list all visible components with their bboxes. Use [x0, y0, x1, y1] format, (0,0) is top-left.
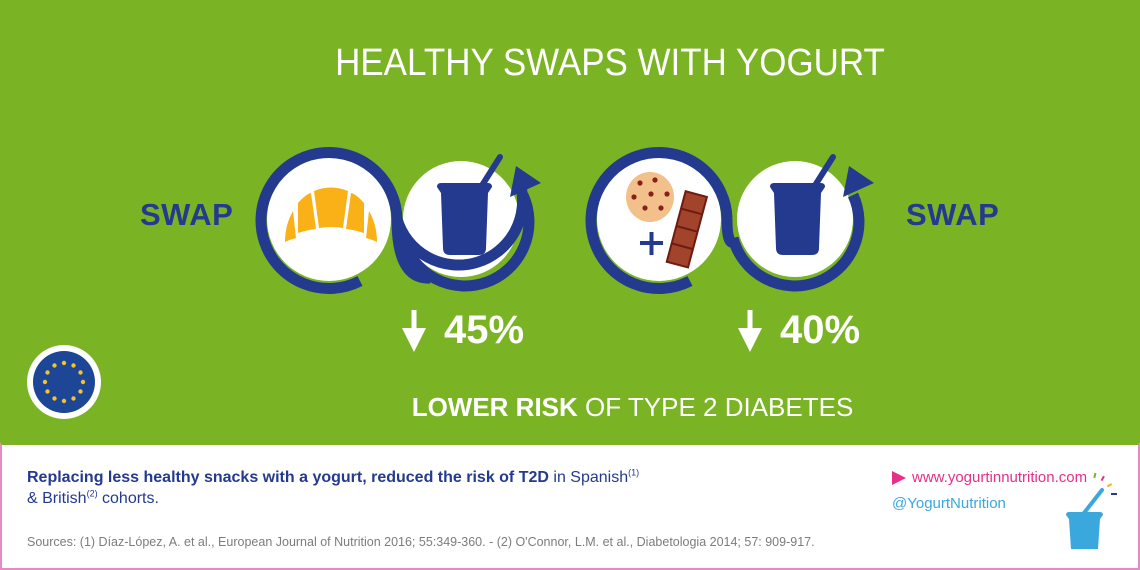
twitter-handle[interactable]: @YogurtNutrition: [892, 495, 1006, 512]
risk-reduction-value: 45%: [444, 308, 525, 352]
down-arrow-icon: [402, 309, 426, 352]
risk-reduction-right: 40%: [738, 308, 860, 353]
yogurt-cup-icon: [437, 154, 503, 255]
swap-pair-1: [255, 147, 541, 294]
summary-bold: Replacing less healthy snacks with a yog…: [27, 469, 549, 486]
footnote-ref-2: (2): [86, 488, 98, 499]
chocolate-bar-icon: [665, 190, 709, 269]
footer-panel: Replacing less healthy snacks with a yog…: [0, 442, 1140, 570]
website-url: www.yogurtinnutrition.com: [912, 469, 1088, 486]
cycle-arrowhead-icon: [843, 166, 874, 197]
croissant-icon: [285, 187, 377, 242]
cookie-icon: [626, 172, 674, 222]
page-title: HEALTHY SWAPS WITH YOGURT: [335, 42, 885, 84]
yogurt-cup-icon: [770, 154, 836, 255]
hero-banner: HEALTHY SWAPS WITH YOGURT SWAP SWAP: [0, 0, 1140, 442]
sources-citation: Sources: (1) Díaz-López, A. et al., Euro…: [27, 535, 815, 549]
swap-pair-2: [585, 147, 874, 294]
summary-end: cohorts.: [97, 490, 159, 507]
risk-reduction-left: 45%: [402, 308, 524, 353]
summary-text: Replacing less healthy snacks with a yog…: [27, 467, 807, 509]
website-link[interactable]: www.yogurtinnutrition.com: [892, 469, 1087, 486]
cycle-arrowhead-icon: [510, 166, 541, 197]
risk-reduction-value: 40%: [780, 308, 861, 352]
tagline: LOWER RISK OF TYPE 2 DIABETES: [0, 392, 1140, 423]
summary-line2: & British: [27, 490, 87, 507]
summary-mid: in Spanish: [548, 469, 629, 486]
plus-icon: [640, 232, 663, 255]
swap-label-left: SWAP: [140, 197, 234, 232]
play-triangle-icon: [892, 470, 906, 485]
eu-flag-icon: [27, 345, 101, 419]
swap-diagrams: [255, 147, 874, 294]
yogurt-logo-icon: [1066, 472, 1117, 549]
footnote-ref-1: (1): [628, 467, 640, 478]
down-arrow-icon: [738, 309, 762, 352]
tagline-rest: OF TYPE 2 DIABETES: [577, 392, 854, 422]
tagline-bold: LOWER RISK: [411, 392, 578, 422]
swap-label-right: SWAP: [906, 197, 1000, 232]
